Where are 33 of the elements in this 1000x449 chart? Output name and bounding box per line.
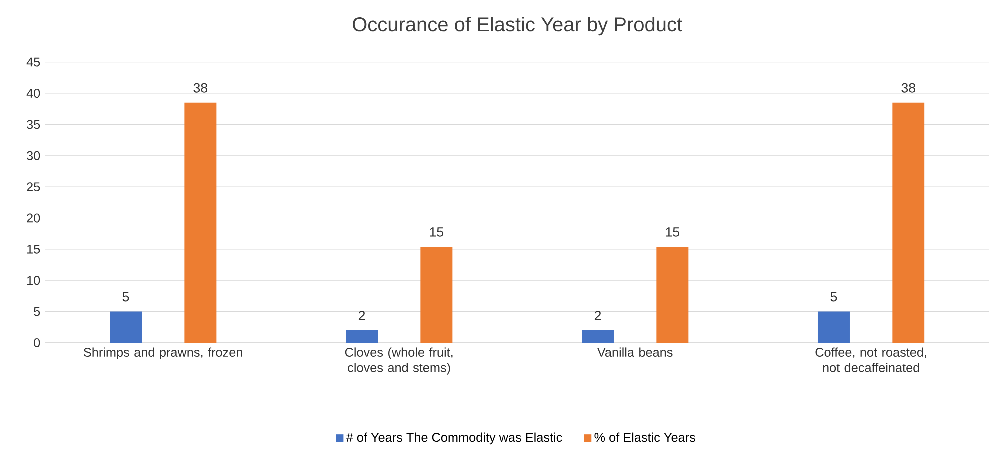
legend-label: # of Years The Commodity was Elastic <box>346 432 562 445</box>
chart-title: Occurance of Elastic Year by Product <box>353 17 682 36</box>
data-label: 5 <box>122 292 130 302</box>
data-label: 15 <box>666 228 680 237</box>
y-tick-label: 35 <box>27 120 40 130</box>
data-label: 38 <box>194 83 208 93</box>
x-tick-label: Coffee, not roasted, not decaffeinated <box>816 348 926 372</box>
data-label: 38 <box>902 83 916 93</box>
bar <box>892 102 925 343</box>
x-tick-label: Vanilla beans <box>597 348 673 357</box>
bar <box>818 312 850 343</box>
legend-label: % of Elastic Years <box>594 432 696 442</box>
data-label: 5 <box>830 292 838 302</box>
data-label: 2 <box>594 311 602 320</box>
bar <box>346 330 378 343</box>
y-tick-label: 20 <box>27 214 40 223</box>
y-tick-label: 10 <box>28 276 40 286</box>
data-label: 15 <box>430 228 444 237</box>
y-tick-label: 15 <box>28 245 40 254</box>
x-tick-label: Cloves (whole fruit, cloves and stems) <box>345 348 453 375</box>
bar <box>420 246 453 343</box>
y-tick-label: 25 <box>27 182 40 192</box>
bar <box>582 330 614 343</box>
y-tick-label: 30 <box>27 151 40 160</box>
bar <box>110 312 142 343</box>
bar <box>656 246 689 343</box>
x-tick-label: Shrimps and prawns, frozen <box>84 348 242 360</box>
data-label: 2 <box>358 311 366 320</box>
y-tick-label: 5 <box>34 307 40 316</box>
y-tick-label: 45 <box>26 58 40 67</box>
y-tick-label: 40 <box>26 89 40 98</box>
bar <box>184 102 217 343</box>
y-tick-label: 0 <box>34 338 40 348</box>
